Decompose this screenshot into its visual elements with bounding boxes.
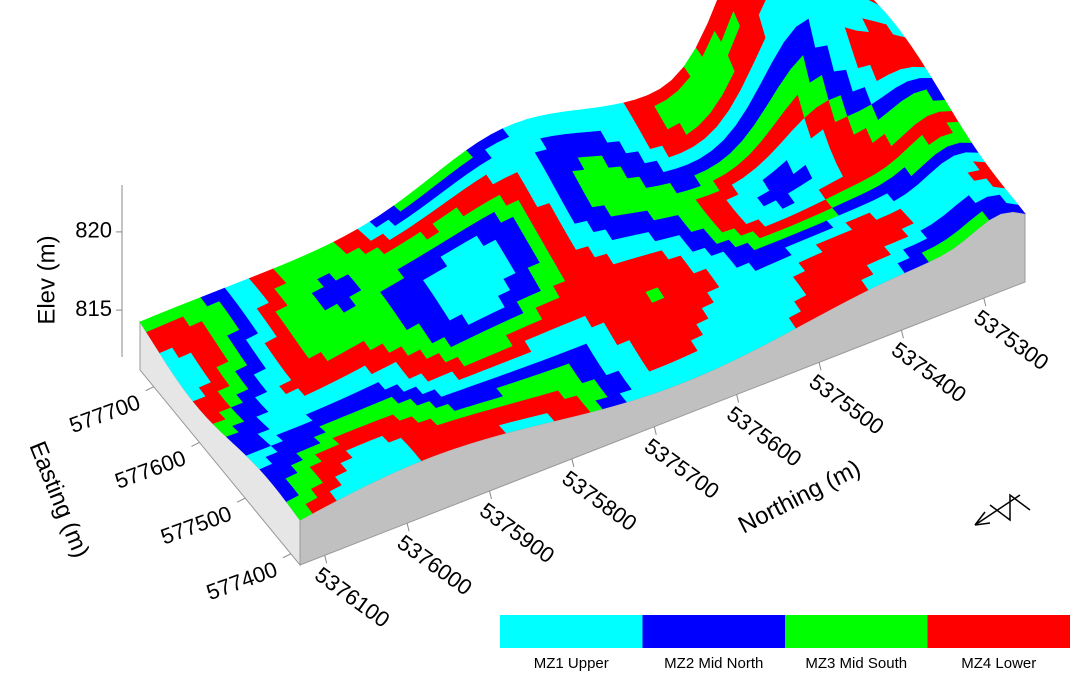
legend-swatch: [500, 615, 643, 648]
y-tick-label: 577500: [157, 501, 235, 550]
y-axis-title: Easting (m): [24, 438, 95, 562]
legend-label: MZ3 Mid South: [805, 655, 907, 672]
chart: 8158205774005775005776005777005376100537…: [0, 0, 1073, 677]
y-tick: [237, 498, 245, 502]
north-arrow: [975, 495, 1030, 525]
y-tick: [283, 554, 291, 558]
z-tick-label: 815: [75, 296, 112, 321]
x-tick-label: 5375500: [805, 369, 889, 440]
legend-label: MZ1 Upper: [534, 655, 609, 672]
x-tick-label: 5375900: [475, 498, 559, 569]
x-tick-label: 5376100: [310, 562, 394, 633]
x-tick-label: 5375800: [558, 465, 642, 536]
x-tick-label: 5375300: [969, 305, 1053, 376]
legend-swatch: [785, 615, 928, 648]
z-tick-label: 820: [75, 218, 112, 243]
y-tick-label: 577400: [203, 557, 281, 606]
legend-label: MZ4 Lower: [961, 655, 1036, 672]
x-tick-label: 5376000: [393, 530, 477, 601]
legend-swatch: [643, 615, 786, 648]
legend: MZ1 Upper MZ2 Mid North MZ3 Mid South MZ4 L…: [500, 615, 1070, 672]
x-tick-label: 5375400: [887, 337, 971, 408]
y-tick-label: 577600: [112, 445, 190, 494]
legend-swatch: [928, 615, 1071, 648]
y-tick: [146, 387, 154, 391]
x-tick-label: 5375600: [722, 401, 806, 472]
y-tick: [191, 442, 199, 446]
x-tick-label: 5375700: [640, 433, 724, 504]
y-tick-label: 577700: [66, 389, 144, 438]
z-axis-title: Elev (m): [33, 235, 60, 324]
x-axis-title: Northing (m): [734, 455, 865, 540]
legend-label: MZ2 Mid North: [664, 655, 763, 672]
